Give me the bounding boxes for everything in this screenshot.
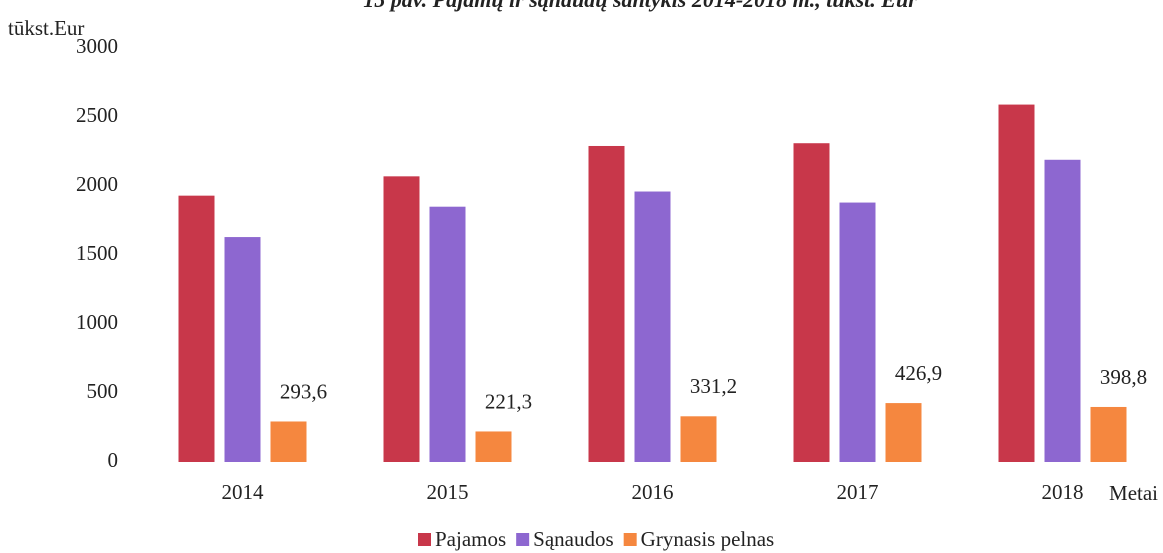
data-label: 426,9 bbox=[895, 361, 942, 385]
x-tick-label: 2015 bbox=[427, 480, 469, 504]
legend-label: Grynasis pelnas bbox=[641, 527, 775, 551]
chart-title: 15 pav. Pajamų ir sąnaudų santykis 2014-… bbox=[363, 0, 917, 12]
bar bbox=[1090, 406, 1127, 462]
bar bbox=[885, 403, 922, 462]
y-tick-label: 0 bbox=[108, 448, 119, 472]
data-label: 221,3 bbox=[485, 389, 532, 413]
bar bbox=[224, 237, 261, 462]
legend-swatch bbox=[516, 533, 530, 546]
data-label: 331,2 bbox=[690, 374, 737, 398]
bar bbox=[1044, 159, 1081, 462]
data-label: 293,6 bbox=[280, 379, 327, 403]
bar bbox=[634, 191, 671, 462]
y-tick-label: 1500 bbox=[76, 241, 118, 265]
bar bbox=[839, 202, 876, 462]
bar bbox=[178, 195, 215, 462]
y-tick-label: 3000 bbox=[76, 34, 118, 58]
data-label: 398,8 bbox=[1100, 365, 1147, 389]
legend-label: Sąnaudos bbox=[533, 527, 614, 551]
legend-swatch bbox=[418, 533, 431, 546]
bar bbox=[793, 143, 830, 462]
x-axis-label: Metai bbox=[1109, 481, 1158, 505]
bar bbox=[475, 431, 512, 462]
y-tick-label: 2500 bbox=[76, 103, 118, 127]
bar bbox=[429, 206, 466, 462]
x-tick-label: 2018 bbox=[1042, 480, 1084, 504]
y-tick-label: 2000 bbox=[76, 172, 118, 196]
x-tick-label: 2016 bbox=[632, 480, 674, 504]
x-tick-label: 2014 bbox=[222, 480, 265, 504]
y-tick-label: 500 bbox=[87, 379, 119, 403]
bar bbox=[588, 145, 625, 463]
bar bbox=[680, 416, 717, 462]
bar bbox=[998, 104, 1035, 462]
legend-swatch bbox=[623, 533, 637, 546]
legend-label: Pajamos bbox=[435, 527, 506, 551]
x-tick-label: 2017 bbox=[837, 480, 879, 504]
bar bbox=[270, 421, 307, 462]
y-axis-label: tūkst.Eur bbox=[8, 16, 84, 40]
y-tick-label: 1000 bbox=[76, 310, 118, 334]
bar bbox=[383, 176, 420, 462]
